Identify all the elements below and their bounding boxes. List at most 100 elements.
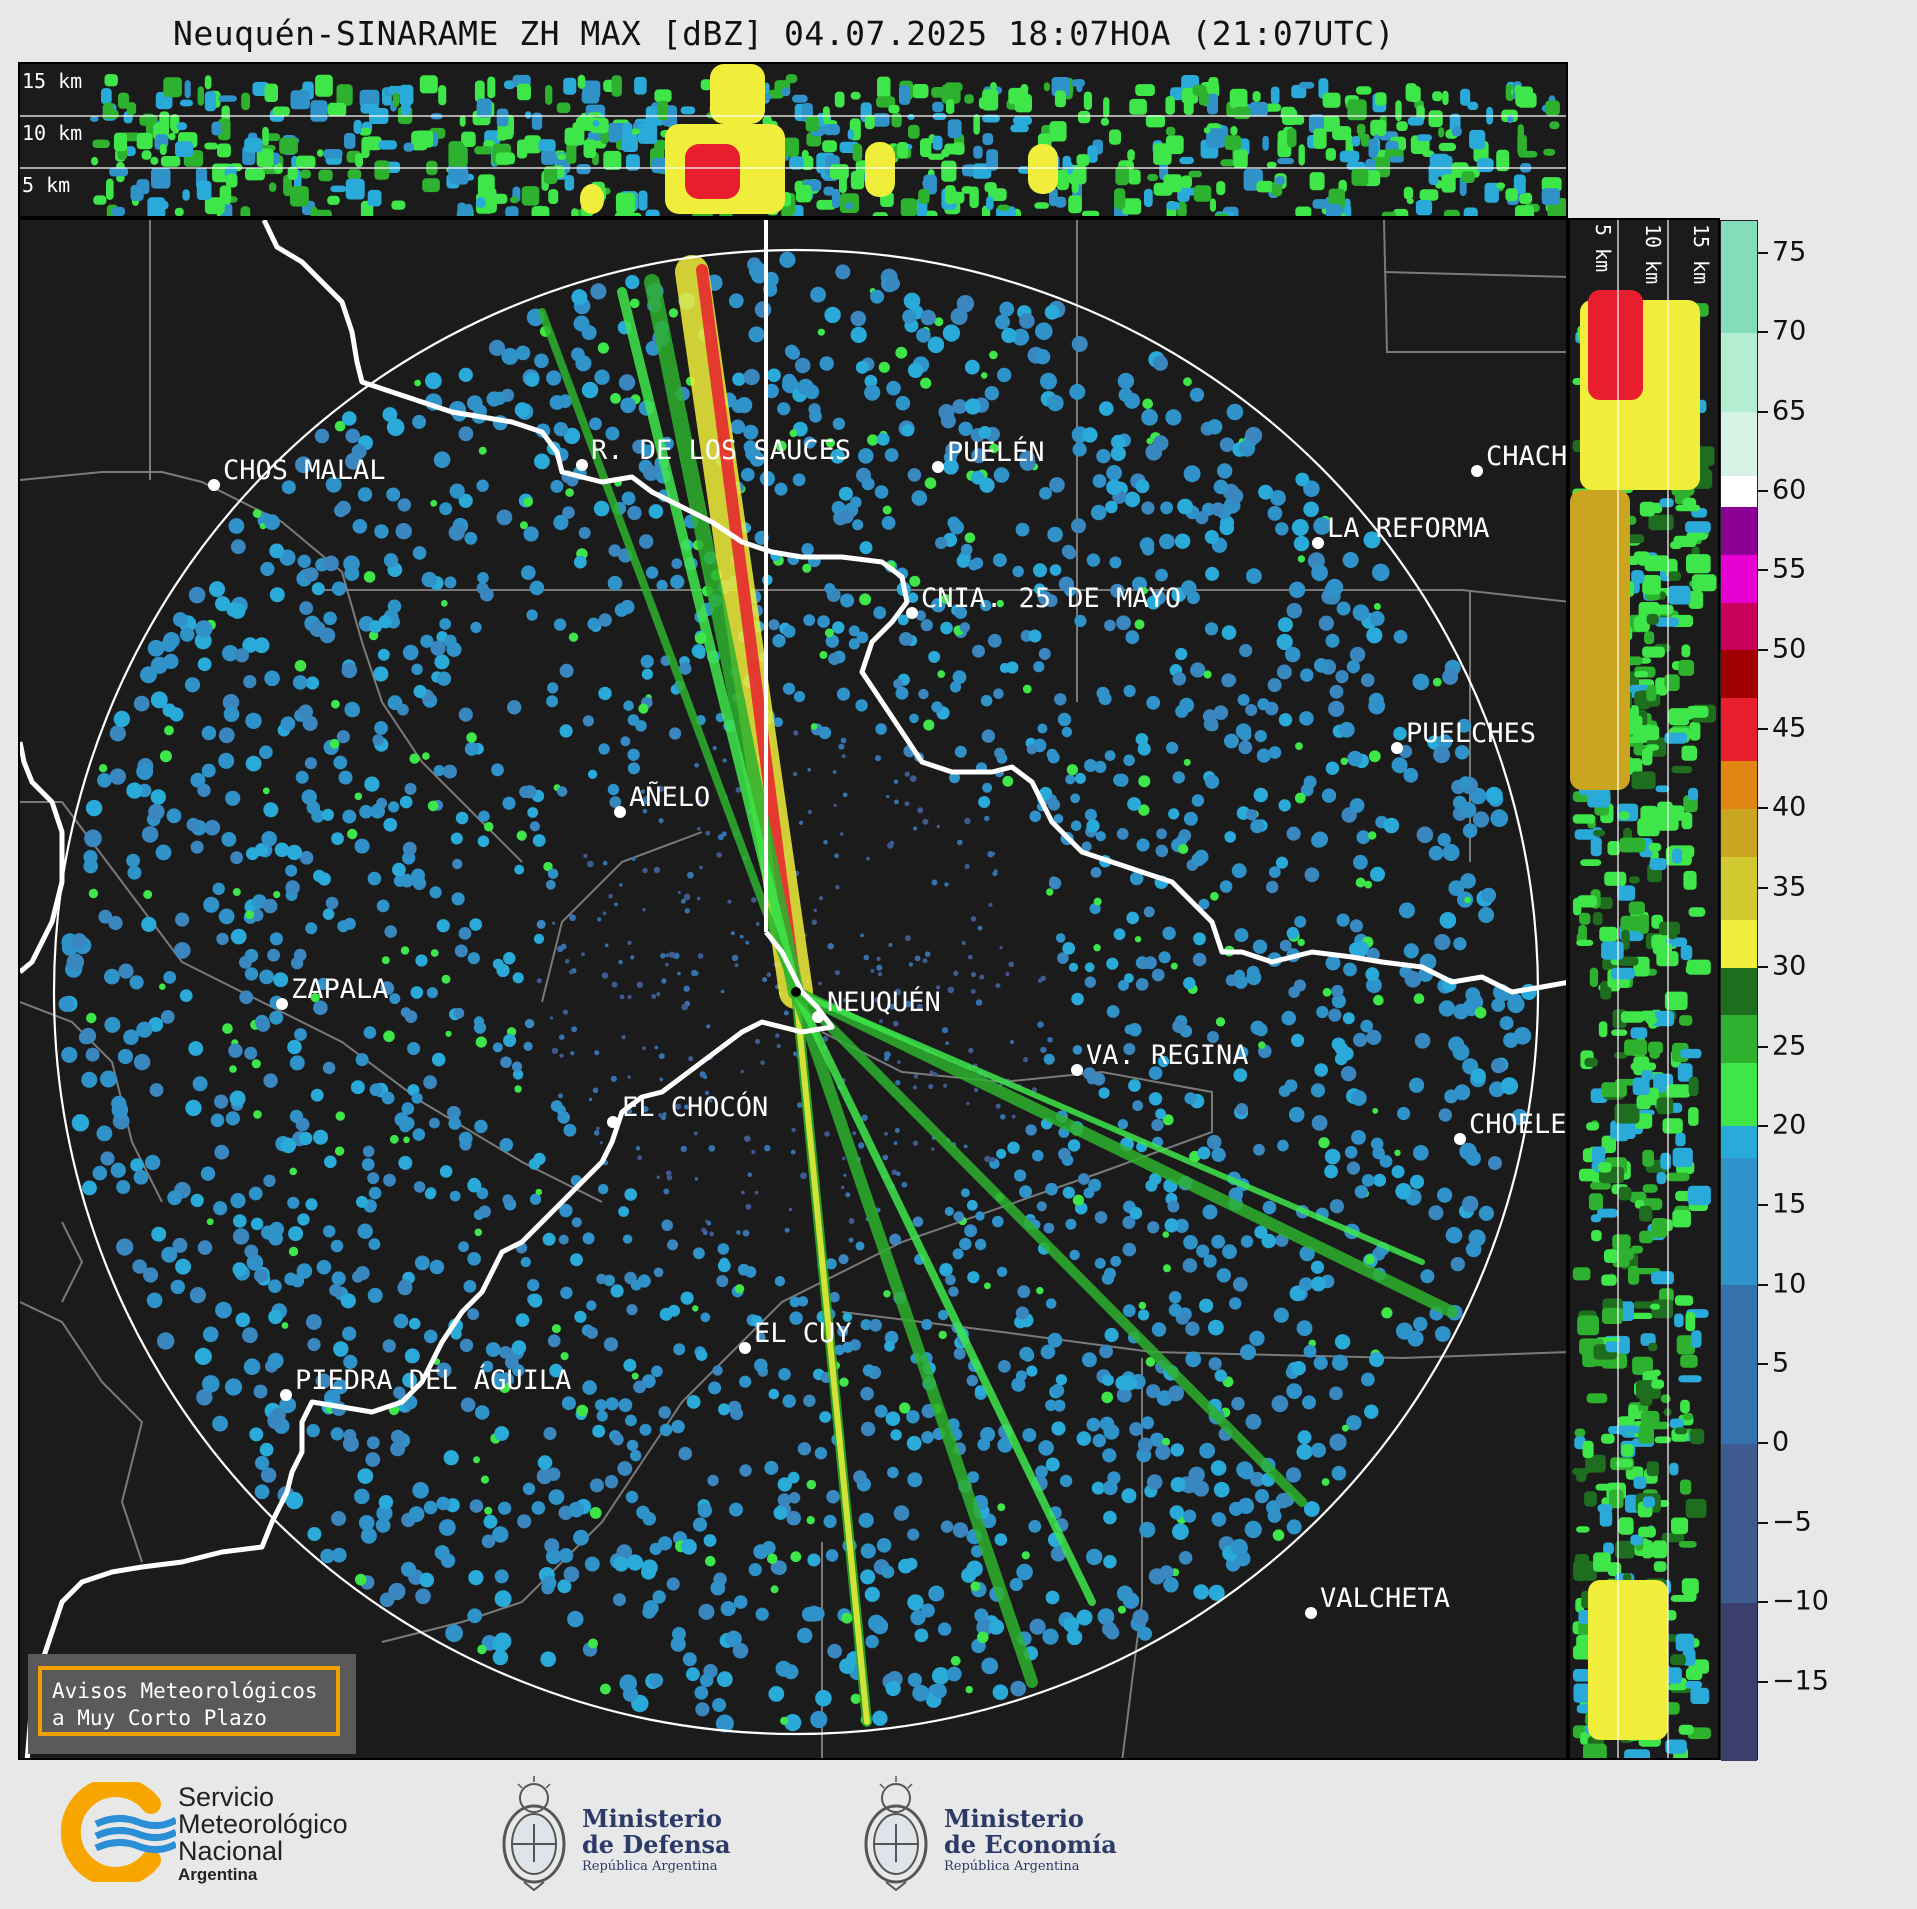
echo-pixel bbox=[996, 1266, 1008, 1278]
echo-pixel bbox=[1589, 967, 1599, 988]
echo-pixel bbox=[558, 1234, 569, 1245]
echo-pixel bbox=[429, 1117, 440, 1129]
echo-pixel bbox=[408, 1317, 421, 1330]
echo-pixel bbox=[1208, 1584, 1225, 1601]
echo-pixel bbox=[867, 434, 879, 446]
echo-pixel bbox=[577, 74, 586, 89]
echo-pixel bbox=[673, 1343, 686, 1356]
echo-pixel bbox=[1651, 1218, 1668, 1238]
echo-pixel bbox=[1346, 1415, 1362, 1431]
echo-pixel bbox=[1222, 1244, 1237, 1260]
warning-box: Avisos Meteorológicos a Muy Corto Plazo bbox=[28, 1654, 356, 1754]
echo-pixel bbox=[222, 1023, 233, 1034]
echo-pixel bbox=[310, 1088, 324, 1102]
echo-pixel bbox=[931, 1667, 950, 1685]
smn-logo-text: Servicio Meteorológico Nacional Argentin… bbox=[178, 1784, 348, 1885]
echo-cell bbox=[1028, 144, 1058, 194]
echo-pixel bbox=[232, 1262, 247, 1277]
colorbar-segment bbox=[1721, 1157, 1757, 1286]
echo-pixel bbox=[222, 645, 239, 662]
echo-pixel bbox=[1636, 1095, 1651, 1110]
echo-pixel bbox=[511, 1061, 523, 1072]
echo-pixel bbox=[412, 546, 427, 560]
echo-pixel bbox=[1286, 826, 1301, 841]
echo-pixel bbox=[429, 1259, 445, 1275]
echo-pixel bbox=[1258, 1041, 1266, 1049]
echo-pixel bbox=[931, 1683, 947, 1699]
echo-pixel bbox=[1039, 487, 1052, 500]
echo-pixel bbox=[745, 1203, 752, 1210]
echo-pixel bbox=[1679, 1015, 1693, 1026]
echo-pixel bbox=[839, 1377, 849, 1387]
echo-pixel bbox=[1672, 1209, 1691, 1228]
echo-pixel bbox=[505, 206, 519, 216]
echo-pixel bbox=[180, 627, 195, 642]
echo-pixel bbox=[1690, 1428, 1705, 1445]
echo-pixel bbox=[686, 1667, 700, 1682]
echo-pixel bbox=[355, 1573, 367, 1586]
echo-pixel bbox=[1629, 1191, 1647, 1203]
echo-pixel bbox=[1574, 829, 1597, 840]
city-marker bbox=[812, 1011, 824, 1023]
echo-pixel bbox=[1632, 1301, 1655, 1309]
echo-pixel bbox=[304, 757, 317, 770]
echo-pixel bbox=[1091, 1481, 1105, 1495]
echo-pixel bbox=[190, 840, 204, 854]
echo-pixel bbox=[1146, 695, 1161, 710]
echo-pixel bbox=[1391, 1165, 1405, 1179]
warning-line-1: Avisos Meteorológicos bbox=[52, 1679, 318, 1703]
echo-pixel bbox=[1135, 978, 1149, 991]
echo-pixel bbox=[931, 87, 948, 98]
echo-pixel bbox=[1448, 880, 1465, 897]
echo-pixel bbox=[447, 1105, 461, 1120]
echo-pixel bbox=[627, 994, 632, 1000]
echo-pixel bbox=[400, 873, 414, 888]
echo-pixel bbox=[1138, 1626, 1153, 1641]
city-label: ZAPALA bbox=[291, 974, 389, 1005]
echo-pixel bbox=[1325, 633, 1340, 648]
echo-pixel bbox=[1211, 1234, 1226, 1249]
echo-pixel bbox=[1604, 1249, 1618, 1263]
echo-pixel bbox=[1022, 1428, 1037, 1443]
echo-pixel bbox=[1122, 1242, 1137, 1257]
echo-pixel bbox=[200, 1166, 216, 1181]
colorbar-segment bbox=[1721, 554, 1757, 603]
echo-pixel bbox=[841, 754, 846, 759]
echo-pixel bbox=[860, 1386, 874, 1401]
colorbar-tick-label: −10 bbox=[1772, 1585, 1829, 1617]
echo-pixel bbox=[467, 395, 483, 411]
echo-pixel bbox=[900, 198, 917, 216]
echo-pixel bbox=[1294, 792, 1306, 804]
echo-pixel bbox=[1395, 100, 1402, 122]
echo-pixel bbox=[106, 178, 114, 200]
echo-pixel bbox=[952, 670, 967, 684]
echo-pixel bbox=[1118, 1605, 1126, 1614]
echo-pixel bbox=[1601, 1274, 1617, 1286]
echo-pixel bbox=[1208, 1319, 1224, 1336]
echo-pixel bbox=[1470, 1068, 1486, 1084]
echo-pixel bbox=[1084, 759, 1097, 772]
echo-pixel bbox=[228, 1043, 243, 1058]
echo-pixel bbox=[860, 1319, 872, 1331]
echo-pixel bbox=[449, 1190, 461, 1202]
echo-pixel bbox=[398, 1155, 413, 1170]
echo-pixel bbox=[633, 1380, 646, 1394]
echo-pixel bbox=[1193, 185, 1212, 202]
echo-pixel bbox=[814, 1447, 828, 1460]
echo-pixel bbox=[316, 1259, 332, 1275]
echo-pixel bbox=[1047, 1332, 1063, 1348]
echo-pixel bbox=[1270, 490, 1286, 506]
echo-pixel bbox=[722, 758, 727, 763]
echo-pixel bbox=[1049, 564, 1062, 576]
echo-pixel bbox=[790, 1149, 796, 1155]
echo-pixel bbox=[562, 506, 575, 519]
echo-pixel bbox=[1246, 965, 1260, 979]
echo-pixel bbox=[1215, 1017, 1226, 1027]
echo-pixel bbox=[614, 603, 629, 617]
echo-pixel bbox=[707, 1474, 719, 1487]
echo-pixel bbox=[1329, 1433, 1347, 1451]
echo-pixel bbox=[444, 576, 457, 589]
echo-pixel bbox=[1203, 670, 1212, 679]
echo-pixel bbox=[1331, 994, 1346, 1009]
echo-pixel bbox=[842, 1312, 853, 1322]
